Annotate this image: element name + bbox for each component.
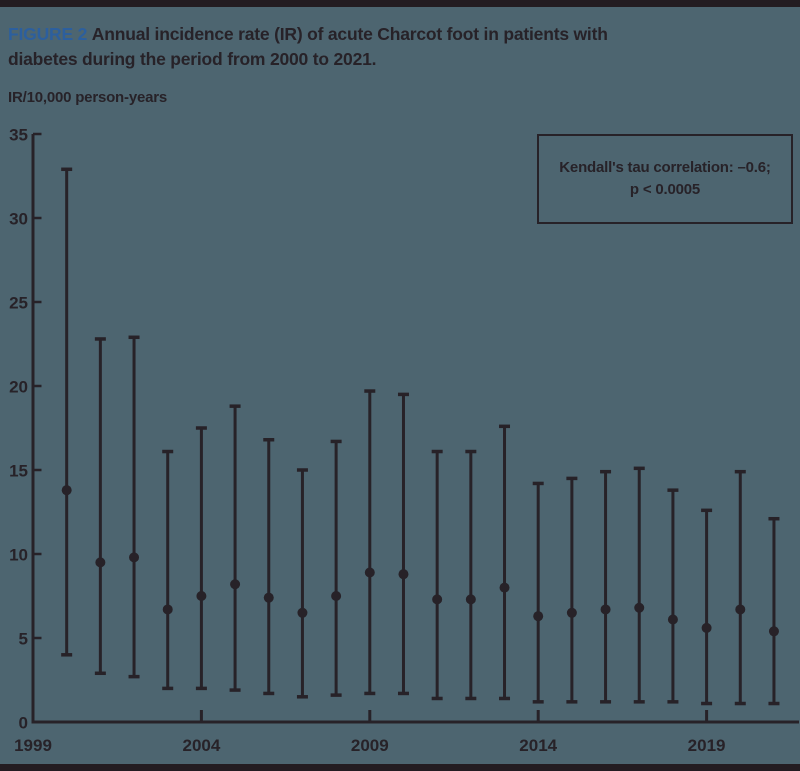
data-point-2014: [533, 611, 544, 622]
data-point-2008: [331, 591, 342, 601]
y-axis-title: IR/10,000 person-years: [8, 89, 168, 106]
annotation-line-2: p < 0.0005: [629, 181, 701, 198]
data-point-2012: [465, 594, 476, 605]
x-tick-label-1999: 1999: [14, 736, 52, 755]
x-tick-label-2009: 2009: [351, 736, 389, 755]
data-point-2004: [196, 591, 207, 601]
data-point-2018: [667, 614, 678, 625]
figure-caption: FIGURE 2 Annual incidence rate (IR) of a…: [8, 22, 728, 71]
top-border-bar: [0, 0, 800, 7]
y-tick-label-15: 15: [9, 462, 28, 481]
y-tick-label-10: 10: [9, 546, 28, 565]
data-point-2019: [701, 622, 712, 633]
bottom-border-bar: [0, 764, 800, 771]
data-point-2007: [297, 607, 308, 618]
data-point-2017: [634, 602, 645, 613]
data-point-2016: [600, 604, 611, 615]
data-point-2011: [432, 594, 443, 605]
data-point-2015: [566, 607, 577, 618]
data-point-2013: [499, 582, 510, 593]
data-point-2006: [263, 592, 274, 603]
y-tick-label-25: 25: [9, 294, 28, 313]
annotation-line-1: Kendall's tau correlation: –0.6;: [559, 159, 771, 176]
figure-label: FIGURE 2: [8, 24, 88, 44]
y-tick-label-5: 5: [19, 630, 28, 649]
x-tick-label-2014: 2014: [519, 736, 557, 755]
y-tick-label-20: 20: [9, 378, 28, 397]
x-tick-label-2019: 2019: [688, 736, 726, 755]
caption-line-1: FIGURE 2 Annual incidence rate (IR) of a…: [8, 22, 728, 47]
caption-text-line2: diabetes during the period from 2000 to …: [8, 48, 377, 69]
data-point-2002: [129, 552, 140, 563]
data-point-2005: [230, 579, 241, 590]
data-point-2010: [398, 569, 409, 580]
y-tick-label-30: 30: [9, 210, 28, 229]
caption-text-line1: Annual incidence rate (IR) of acute Char…: [91, 24, 608, 44]
y-tick-label-0: 0: [19, 714, 28, 733]
data-point-2000: [61, 485, 72, 496]
x-tick-label-2004: 2004: [182, 736, 220, 755]
annotation-box: Kendall's tau correlation: –0.6; p < 0.0…: [537, 134, 793, 224]
data-point-2009: [364, 567, 375, 578]
y-tick-label-35: 35: [9, 126, 28, 145]
data-point-2003: [162, 604, 173, 615]
data-point-2001: [95, 557, 106, 568]
incidence-rate-chart: 0 5 10 15 20 25 30 35 1999 2004 2009 2014 2019: [9, 126, 799, 755]
data-point-2020: [735, 604, 746, 615]
data-point-2021: [768, 626, 779, 637]
